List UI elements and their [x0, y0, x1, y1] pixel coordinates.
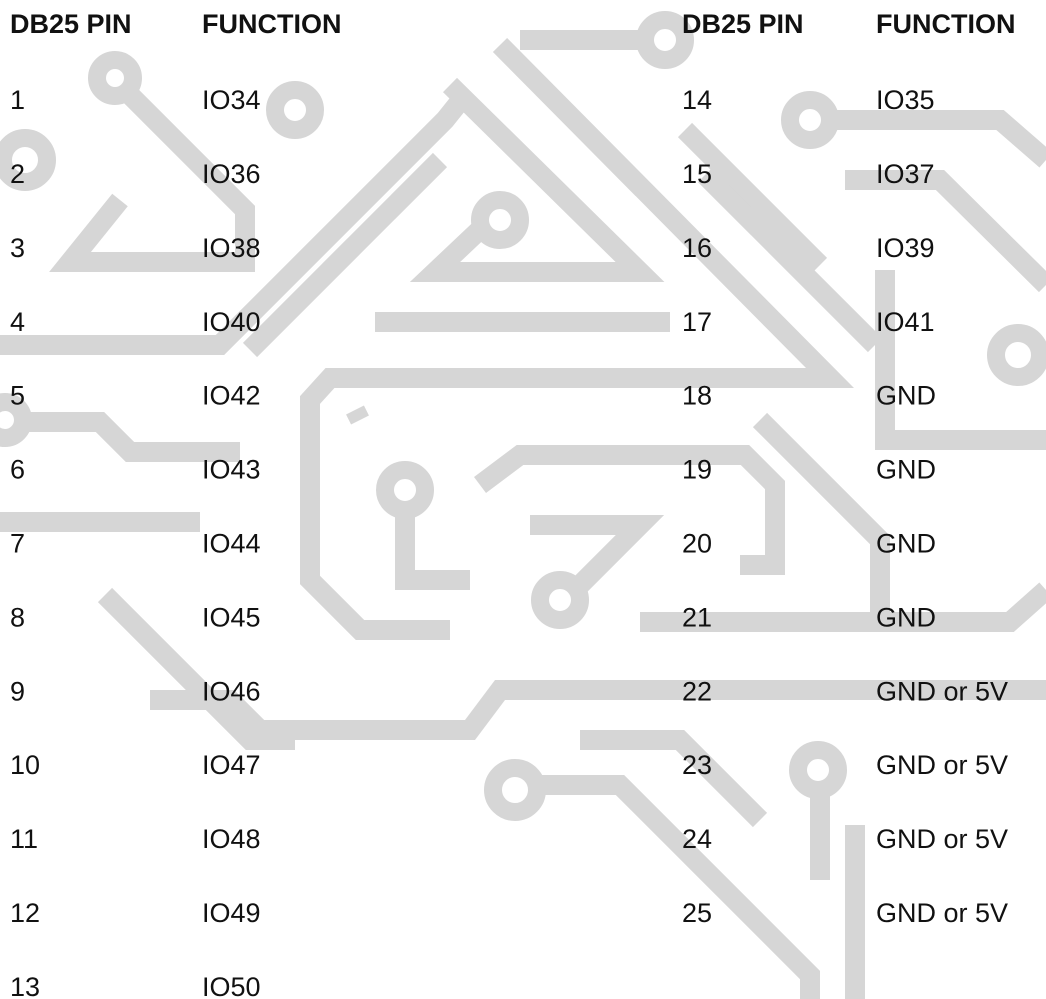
pin-function: IO48 [202, 824, 261, 854]
pin-function: IO39 [876, 233, 935, 263]
pin-function: IO50 [202, 972, 261, 999]
pin-function: IO40 [202, 307, 261, 337]
pin-number: 12 [10, 898, 40, 928]
column-header: DB25 PIN [682, 9, 804, 39]
pin-function: IO34 [202, 85, 261, 115]
pin-function: GND or 5V [876, 676, 1008, 706]
pin-function: GND [876, 381, 936, 411]
column-header: FUNCTION [202, 9, 341, 39]
pin-function: IO43 [202, 455, 261, 485]
pin-tables: DB25 PIN FUNCTION 1 IO34 2 IO36 3 IO38 4 IO40 5 IO4… [10, 9, 1015, 999]
pin-function: IO38 [202, 233, 261, 263]
pin-number: 9 [10, 676, 25, 706]
pin-number: 10 [10, 750, 40, 780]
pin-number: 23 [682, 750, 712, 780]
pin-function: IO36 [202, 159, 261, 189]
pin-number: 11 [10, 824, 38, 854]
pin-number: 2 [10, 159, 25, 189]
pin-function: GND or 5V [876, 824, 1008, 854]
pin-function: GND or 5V [876, 750, 1008, 780]
pin-function: IO42 [202, 381, 261, 411]
pin-function: IO35 [876, 85, 935, 115]
pin-number: 5 [10, 381, 25, 411]
pin-number: 14 [682, 85, 712, 115]
pin-number: 8 [10, 602, 25, 632]
pin-number: 4 [10, 307, 25, 337]
pin-function: IO47 [202, 750, 261, 780]
pin-number: 25 [682, 898, 712, 928]
column-header: FUNCTION [876, 9, 1015, 39]
pin-function: IO37 [876, 159, 935, 189]
pin-number: 3 [10, 233, 25, 263]
pin-number: 21 [682, 602, 712, 632]
pin-function: GND [876, 602, 936, 632]
pin-number: 7 [10, 529, 25, 559]
pin-function: IO46 [202, 676, 261, 706]
pin-number: 6 [10, 455, 25, 485]
pin-function: IO44 [202, 529, 261, 559]
pin-number: 16 [682, 233, 712, 263]
column-header: DB25 PIN [10, 9, 132, 39]
pin-number: 24 [682, 824, 712, 854]
pin-number: 1 [10, 85, 25, 115]
pin-number: 18 [682, 381, 712, 411]
pin-number: 13 [10, 972, 40, 999]
pin-number: 20 [682, 529, 712, 559]
pin-function: IO45 [202, 602, 261, 632]
pin-function: GND or 5V [876, 898, 1008, 928]
circuit-background [0, 11, 1046, 999]
pin-number: 17 [682, 307, 712, 337]
pin-function: GND [876, 529, 936, 559]
pin-number: 15 [682, 159, 712, 189]
pin-function: GND [876, 455, 936, 485]
pin-function: IO41 [876, 307, 935, 337]
pin-function: IO49 [202, 898, 261, 928]
pin-number: 22 [682, 676, 712, 706]
pin-number: 19 [682, 455, 712, 485]
